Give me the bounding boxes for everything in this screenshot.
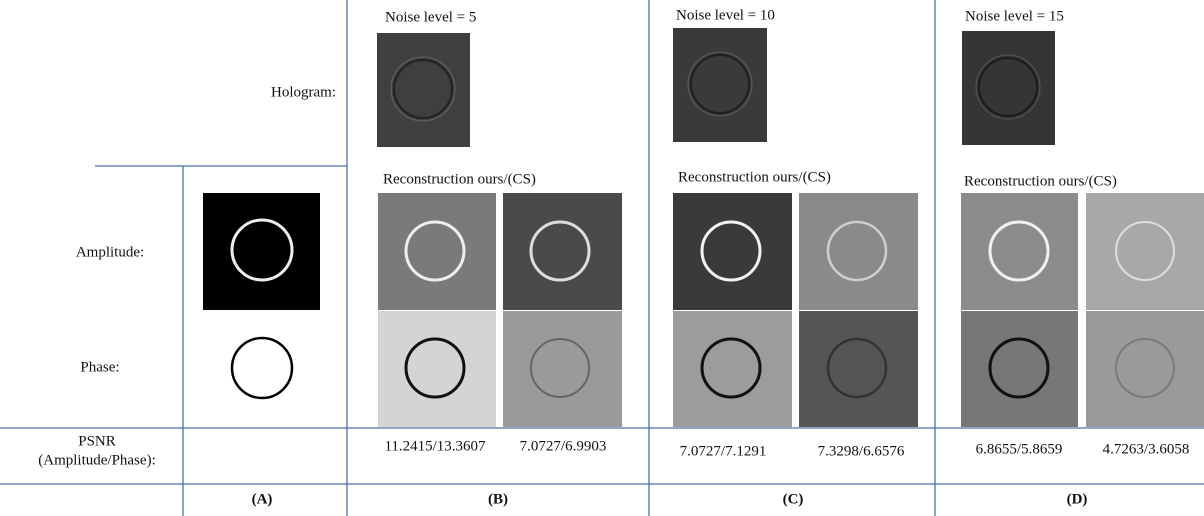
noise-label: Noise level = 15 (965, 8, 1064, 24)
row-label: PSNR (78, 433, 116, 449)
psnr-value: 7.0727/6.9903 (520, 438, 607, 454)
hologram-image (377, 28, 1055, 147)
figure: Hologram: Amplitude: Phase: PSNR (Amplit… (0, 0, 1204, 516)
row-label: Phase: (80, 359, 119, 375)
reconstruction-image (378, 193, 1204, 427)
column-label: (C) (783, 491, 804, 507)
reconstruction-label: Reconstruction ours/(CS) (964, 173, 1117, 189)
row-label: Amplitude: (76, 244, 144, 260)
ground-truth-image (203, 193, 320, 398)
column-label: (D) (1067, 491, 1088, 507)
row-label: Hologram: (271, 84, 336, 100)
column-label: (B) (488, 491, 508, 507)
noise-label: Noise level = 5 (385, 9, 476, 25)
column-label: (A) (252, 491, 273, 507)
noise-label: Noise level = 10 (676, 7, 775, 23)
row-label: (Amplitude/Phase): (38, 452, 155, 468)
psnr-value: 6.8655/5.8659 (976, 441, 1063, 457)
psnr-value: 7.3298/6.6576 (818, 443, 905, 459)
psnr-value: 11.2415/13.3607 (384, 438, 486, 454)
psnr-value: 7.0727/7.1291 (680, 443, 767, 459)
psnr-value: 4.7263/3.6058 (1103, 441, 1190, 457)
reconstruction-label: Reconstruction ours/(CS) (678, 169, 831, 185)
reconstruction-label: Reconstruction ours/(CS) (383, 171, 536, 187)
